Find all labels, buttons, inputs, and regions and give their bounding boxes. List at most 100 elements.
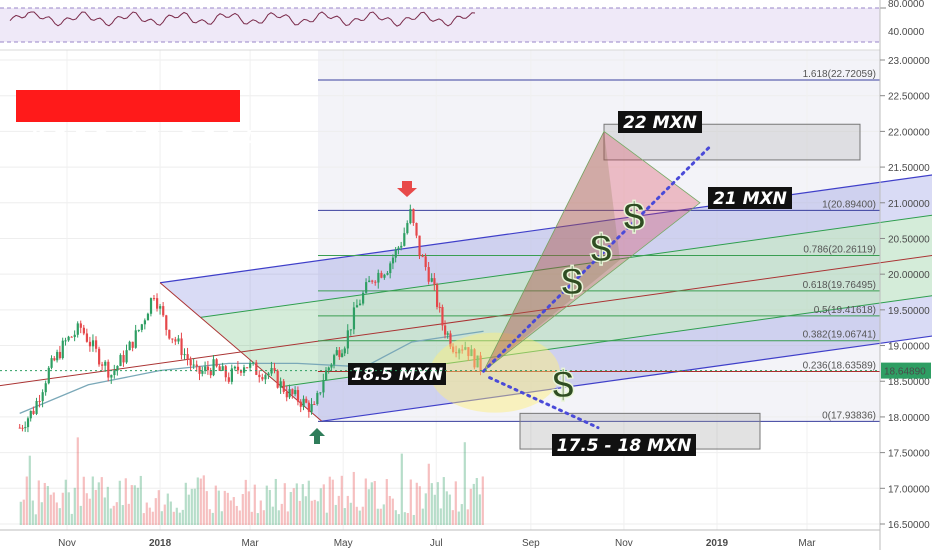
volume-bar: [181, 509, 184, 525]
volume-bar: [244, 479, 247, 525]
volume-bar: [397, 514, 400, 525]
candle-body: [255, 362, 258, 375]
volume-bar: [220, 511, 223, 525]
candle-body: [355, 305, 359, 308]
candle-body: [389, 263, 392, 274]
candle-body: [279, 381, 282, 388]
candle-body: [421, 256, 424, 258]
volume-bar: [442, 477, 445, 525]
candle-body: [427, 267, 430, 282]
volume-bar: [385, 479, 388, 525]
arrow-down-icon: [397, 181, 417, 197]
rsi-tick-80: 80.0000: [888, 0, 925, 10]
candle-body: [415, 222, 418, 236]
volume-bar: [247, 491, 250, 525]
candle-body: [165, 315, 168, 330]
volume-bar: [340, 475, 343, 525]
volume-bar: [301, 484, 304, 525]
price-tick-label: 20.50000: [888, 234, 930, 245]
volume-bar: [109, 508, 112, 525]
volume-bar: [370, 482, 373, 525]
volume-bar: [142, 513, 145, 525]
volume-bar: [394, 510, 397, 525]
volume-bar: [436, 482, 439, 525]
current-price-label: 18.64890: [884, 367, 926, 378]
volume-bar: [169, 501, 172, 525]
time-tick-label: 2018: [149, 538, 172, 549]
volume-bar: [334, 504, 337, 525]
candle-body: [227, 377, 230, 382]
volume-bar: [460, 504, 463, 525]
rsi-tick-40: 40.0000: [888, 27, 925, 38]
volume-bar: [163, 504, 166, 525]
candle-body: [131, 341, 134, 348]
candle-body: [221, 366, 224, 371]
volume-bar: [28, 455, 31, 525]
volume-bar: [325, 512, 328, 525]
candle-body: [82, 327, 85, 334]
label-17-5-18-mxn: 17.5 - 18 MXN: [557, 436, 692, 456]
candle-body: [343, 348, 346, 354]
volume-bar: [166, 493, 169, 525]
volume-bar: [19, 501, 22, 525]
volume-bar: [196, 477, 199, 525]
candle-body: [26, 418, 30, 428]
volume-bar: [112, 505, 115, 525]
price-tick-label: 20.00000: [888, 270, 930, 281]
volume-bar: [358, 510, 361, 525]
volume-bar: [130, 485, 133, 525]
price-tick-label: 18.50000: [888, 377, 930, 388]
candle-body: [276, 370, 279, 388]
candle-body: [294, 390, 297, 395]
target-zone-high: [603, 123, 861, 161]
candle-body: [116, 366, 119, 371]
candle-body: [149, 298, 153, 314]
candle-body: [198, 366, 201, 374]
candle-body: [349, 329, 353, 331]
volume-bar: [451, 510, 454, 525]
target-zones: [430, 123, 861, 450]
candle-body: [461, 349, 464, 351]
volume-bar: [322, 484, 325, 525]
candle-body: [380, 272, 383, 278]
volume-bar: [427, 463, 430, 525]
candle-body: [458, 349, 461, 354]
candle-body: [261, 377, 264, 380]
volume-bar: [256, 513, 259, 525]
volume-bar: [136, 487, 139, 525]
volume-bar: [118, 480, 121, 525]
volume-bar: [472, 483, 475, 525]
volume-bar: [157, 490, 160, 525]
candle-body: [180, 338, 183, 356]
volume-bar: [376, 508, 379, 525]
volume-bar: [364, 478, 367, 525]
pitchfork-lower-band: [281, 295, 932, 422]
volume-bar: [55, 502, 58, 525]
volume-bar: [100, 477, 103, 525]
candle-body: [409, 209, 412, 224]
price-tick-label: 21.50000: [888, 163, 930, 174]
time-axis[interactable]: Nov 2018 Mar May Jul Sep Nov 2019 Mar: [0, 529, 880, 549]
candle-body: [430, 278, 433, 282]
fib-level-label: 0.382(19.06741): [803, 330, 876, 341]
volume-bar: [214, 485, 217, 525]
volume-bar: [274, 478, 277, 525]
candle-body: [239, 370, 243, 373]
time-tick-label: Sep: [522, 538, 540, 549]
volume-bar: [478, 494, 481, 525]
candle-body: [383, 274, 386, 278]
candle-body: [273, 368, 276, 371]
price-tick-label: 19.00000: [888, 342, 930, 353]
projection-down-line: [488, 376, 600, 430]
candle-body: [186, 354, 189, 360]
volume-bar: [343, 508, 346, 525]
candle-body: [327, 367, 330, 371]
candle-body: [285, 391, 288, 398]
volume-bar: [292, 488, 295, 525]
time-tick-label: Mar: [241, 538, 259, 549]
volume-bar: [76, 437, 79, 525]
candle-body: [418, 235, 421, 257]
